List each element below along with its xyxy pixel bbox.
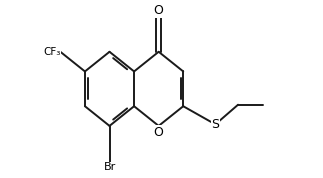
Text: O: O xyxy=(154,126,164,139)
Text: O: O xyxy=(154,4,164,17)
Text: S: S xyxy=(211,118,219,131)
Text: CF₃: CF₃ xyxy=(43,47,60,57)
Text: Br: Br xyxy=(103,162,116,172)
